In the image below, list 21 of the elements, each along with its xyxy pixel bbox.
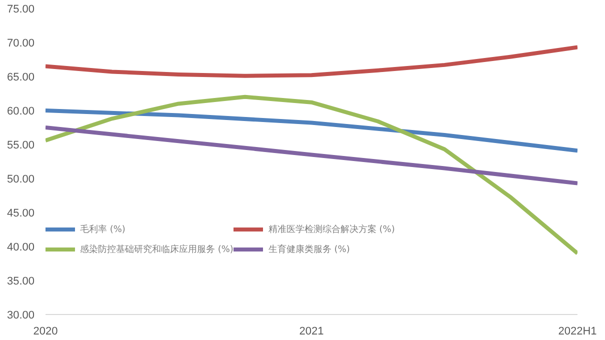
y-tick-label: 30.00 bbox=[6, 310, 35, 322]
y-tick-label: 75.00 bbox=[6, 4, 35, 16]
legend-label: 精准医学检测综合解决方案 (%) bbox=[268, 223, 395, 236]
line-series bbox=[46, 126, 578, 186]
legend-label: 毛利率 (%) bbox=[80, 224, 126, 236]
line-series bbox=[46, 108, 578, 153]
y-tick-label: 55.00 bbox=[6, 140, 35, 152]
y-tick-label: 35.00 bbox=[6, 276, 35, 288]
x-tick-label: 2021 bbox=[299, 326, 324, 338]
y-tick-label: 65.00 bbox=[6, 72, 35, 84]
x-tick-label: 2020 bbox=[33, 326, 58, 338]
y-tick-label: 40.00 bbox=[6, 242, 35, 254]
line-series bbox=[46, 45, 578, 78]
x-tick-label: 2022H1 bbox=[558, 326, 597, 338]
legend-label: 感染防控基础研究和临床应用服务 (%) bbox=[80, 244, 234, 256]
y-tick-label: 60.00 bbox=[6, 106, 35, 118]
y-tick-label: 70.00 bbox=[6, 38, 35, 50]
y-tick-label: 45.00 bbox=[6, 208, 35, 220]
y-tick-label: 50.00 bbox=[6, 174, 35, 186]
line-series bbox=[46, 94, 578, 256]
legend-label: 生育健康类服务 (%) bbox=[268, 243, 351, 256]
